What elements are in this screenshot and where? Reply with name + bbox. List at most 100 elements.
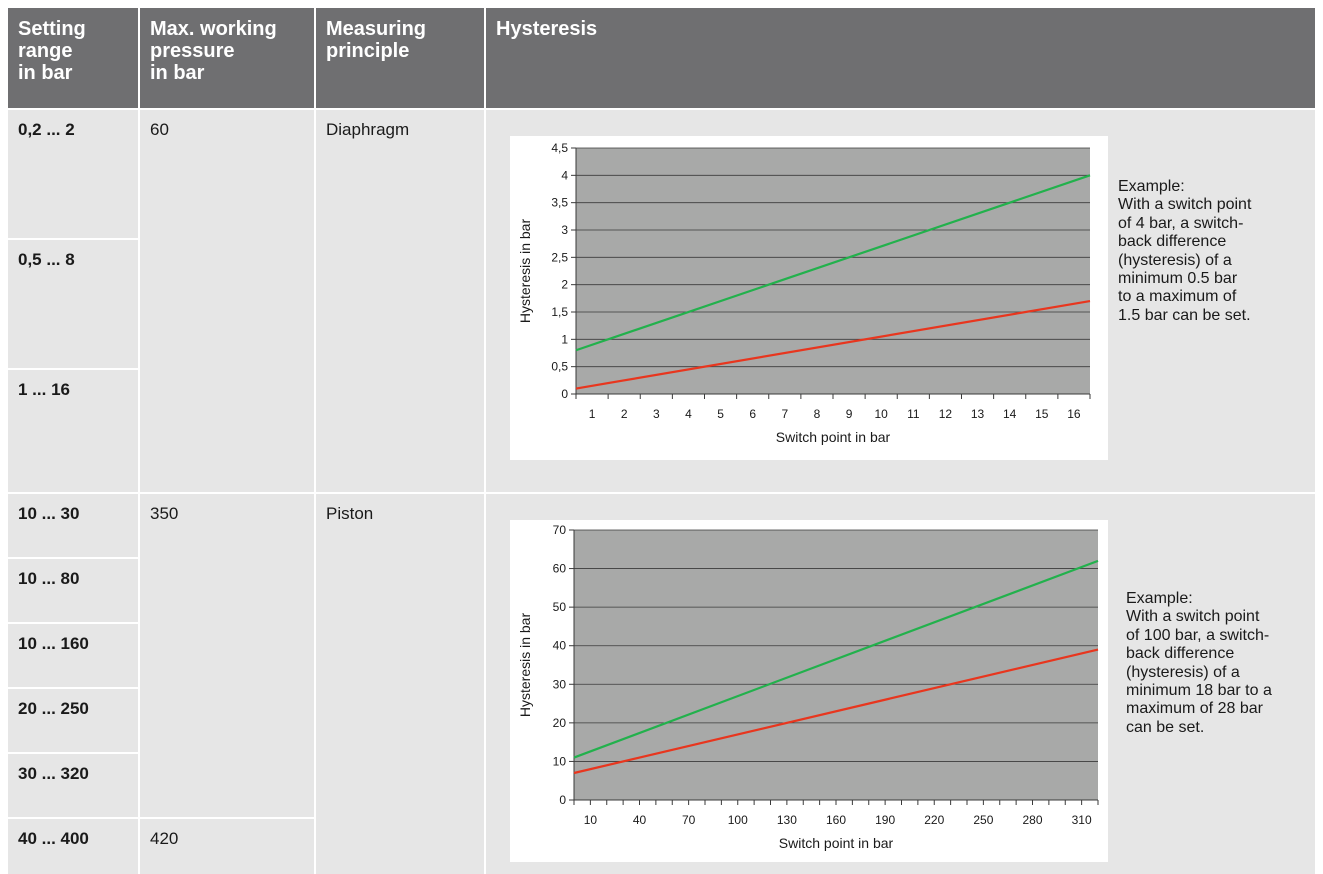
y-tick-label: 30 [553, 677, 567, 691]
header-setting-range-line3: in bar [18, 62, 73, 84]
y-tick-label: 0,5 [551, 360, 568, 374]
range-cell: 0,5 ... 8 [8, 240, 138, 368]
x-tick-label: 5 [717, 407, 724, 421]
x-tick-label: 4 [685, 407, 692, 421]
header-principle-line2: principle [326, 40, 410, 62]
x-tick-label: 250 [973, 813, 993, 827]
y-tick-label: 0 [561, 387, 568, 401]
range-cell: 10 ... 160 [8, 624, 138, 687]
x-tick-label: 12 [939, 407, 953, 421]
header-setting-range-line2: range [18, 40, 73, 62]
principle-cell: Piston [316, 494, 484, 874]
y-axis-label: Hysteresis in bar [517, 219, 533, 324]
example-line: With a switch point [1118, 196, 1252, 214]
y-tick-label: 40 [553, 639, 567, 653]
x-tick-label: 70 [682, 813, 696, 827]
example-line: can be set. [1126, 718, 1205, 736]
x-tick-label: 6 [749, 407, 756, 421]
max-pressure-value: 60 [150, 120, 169, 139]
header-principle: Measuring principle [316, 8, 484, 108]
x-tick-label: 13 [971, 407, 985, 421]
example-text-2: Example: With a switch point of 100 bar,… [1126, 590, 1272, 737]
x-tick-label: 190 [875, 813, 895, 827]
y-tick-label: 10 [553, 754, 567, 768]
hysteresis-chart-2-svg: 0 10 20 30 40 50 60 70 10 40 70 100 130 160 190 220 250 2… [517, 523, 1099, 851]
x-tick-label: 220 [924, 813, 944, 827]
y-tick-label: 50 [553, 600, 567, 614]
y-tick-label: 1 [561, 332, 568, 346]
series-line [575, 299, 1091, 390]
y-tick-label: 60 [553, 562, 567, 576]
example-line: minimum 18 bar to a [1126, 682, 1272, 700]
principle-value: Piston [326, 504, 374, 523]
header-setting-range-line1: Setting [18, 18, 86, 40]
y-tick-label: 2,5 [551, 250, 568, 264]
range-cell: 1 ... 16 [8, 370, 138, 492]
y-tick-label: 70 [553, 523, 567, 537]
y-tick-label: 4,5 [551, 141, 568, 155]
example-line: (hysteresis) of a [1118, 251, 1232, 269]
series-line [573, 559, 1099, 759]
x-tick-label: 10 [875, 407, 889, 421]
x-tick-label: 2 [621, 407, 628, 421]
header-hysteresis-label: Hysteresis [496, 18, 598, 40]
x-tick-label: 10 [584, 813, 598, 827]
y-tick-label: 4 [561, 168, 568, 182]
x-tick-label: 11 [907, 407, 920, 421]
header-max-pressure-line1: Max. working [150, 18, 277, 40]
range-cell: 20 ... 250 [8, 689, 138, 752]
hysteresis-chart-2: 0 10 20 30 40 50 60 70 10 40 70 100 130 160 190 220 250 2… [510, 520, 1108, 862]
y-tick-label: 3,5 [551, 196, 568, 210]
example-line: back difference [1126, 645, 1235, 663]
x-tick-label: 280 [1022, 813, 1042, 827]
range-value: 10 ... 30 [18, 504, 80, 523]
x-axis-label: Switch point in bar [779, 835, 894, 851]
example-line: of 100 bar, a switch- [1126, 626, 1270, 644]
range-value: 30 ... 320 [18, 764, 89, 783]
range-cell: 40 ... 400 [8, 819, 138, 874]
example-line: of 4 bar, a switch- [1118, 214, 1244, 232]
example-line: back difference [1118, 233, 1227, 251]
range-cell: 30 ... 320 [8, 754, 138, 817]
principle-cell: Diaphragm [316, 110, 484, 492]
example-line: maximum of 28 bar [1126, 700, 1263, 718]
range-value: 0,5 ... 8 [18, 250, 75, 269]
example-line: Example: [1126, 590, 1193, 607]
y-tick-label: 20 [553, 716, 567, 730]
y-tick-label: 1,5 [551, 305, 568, 319]
x-tick-label: 7 [781, 407, 788, 421]
range-value: 1 ... 16 [18, 380, 70, 399]
example-line: With a switch point [1126, 608, 1260, 626]
x-tick-label: 1 [589, 407, 596, 421]
plot-area [576, 148, 1090, 394]
range-cell: 10 ... 80 [8, 559, 138, 622]
principle-value: Diaphragm [326, 120, 410, 139]
example-line: Example: [1118, 178, 1185, 195]
y-axis-label: Hysteresis in bar [517, 613, 533, 718]
header-principle-line1: Measuring [326, 18, 427, 40]
x-tick-label: 160 [826, 813, 846, 827]
header-max-pressure-line2: pressure [150, 40, 235, 62]
header-hysteresis: Hysteresis [486, 8, 1315, 108]
range-value: 20 ... 250 [18, 699, 89, 718]
range-value: 0,2 ... 2 [18, 120, 75, 139]
range-value: 10 ... 160 [18, 634, 89, 653]
range-cell: 0,2 ... 2 [8, 110, 138, 238]
range-value: 40 ... 400 [18, 829, 89, 848]
example-line: to a maximum of [1118, 288, 1237, 306]
max-pressure-cell: 420 [140, 819, 314, 874]
hysteresis-chart-1: 0 0,5 1 1,5 2 2,5 3 3,5 4 4,5 1 2 3 4 5 6 7 8 9 10 11 12 13 14 1… [510, 136, 1108, 460]
header-setting-range: Setting range in bar [8, 8, 138, 108]
x-tick-label: 16 [1067, 407, 1081, 421]
y-tick-label: 0 [559, 793, 566, 807]
x-tick-label: 130 [777, 813, 797, 827]
x-tick-label: 3 [653, 407, 660, 421]
max-pressure-cell: 60 [140, 110, 314, 492]
x-axis-label: Switch point in bar [776, 429, 891, 445]
example-line: 1.5 bar can be set. [1118, 306, 1251, 324]
header-max-pressure: Max. working pressure in bar [140, 8, 314, 108]
x-tick-label: 14 [1003, 407, 1017, 421]
max-pressure-value: 420 [150, 829, 179, 848]
example-line: (hysteresis) of a [1126, 663, 1240, 681]
x-tick-label: 9 [846, 407, 853, 421]
